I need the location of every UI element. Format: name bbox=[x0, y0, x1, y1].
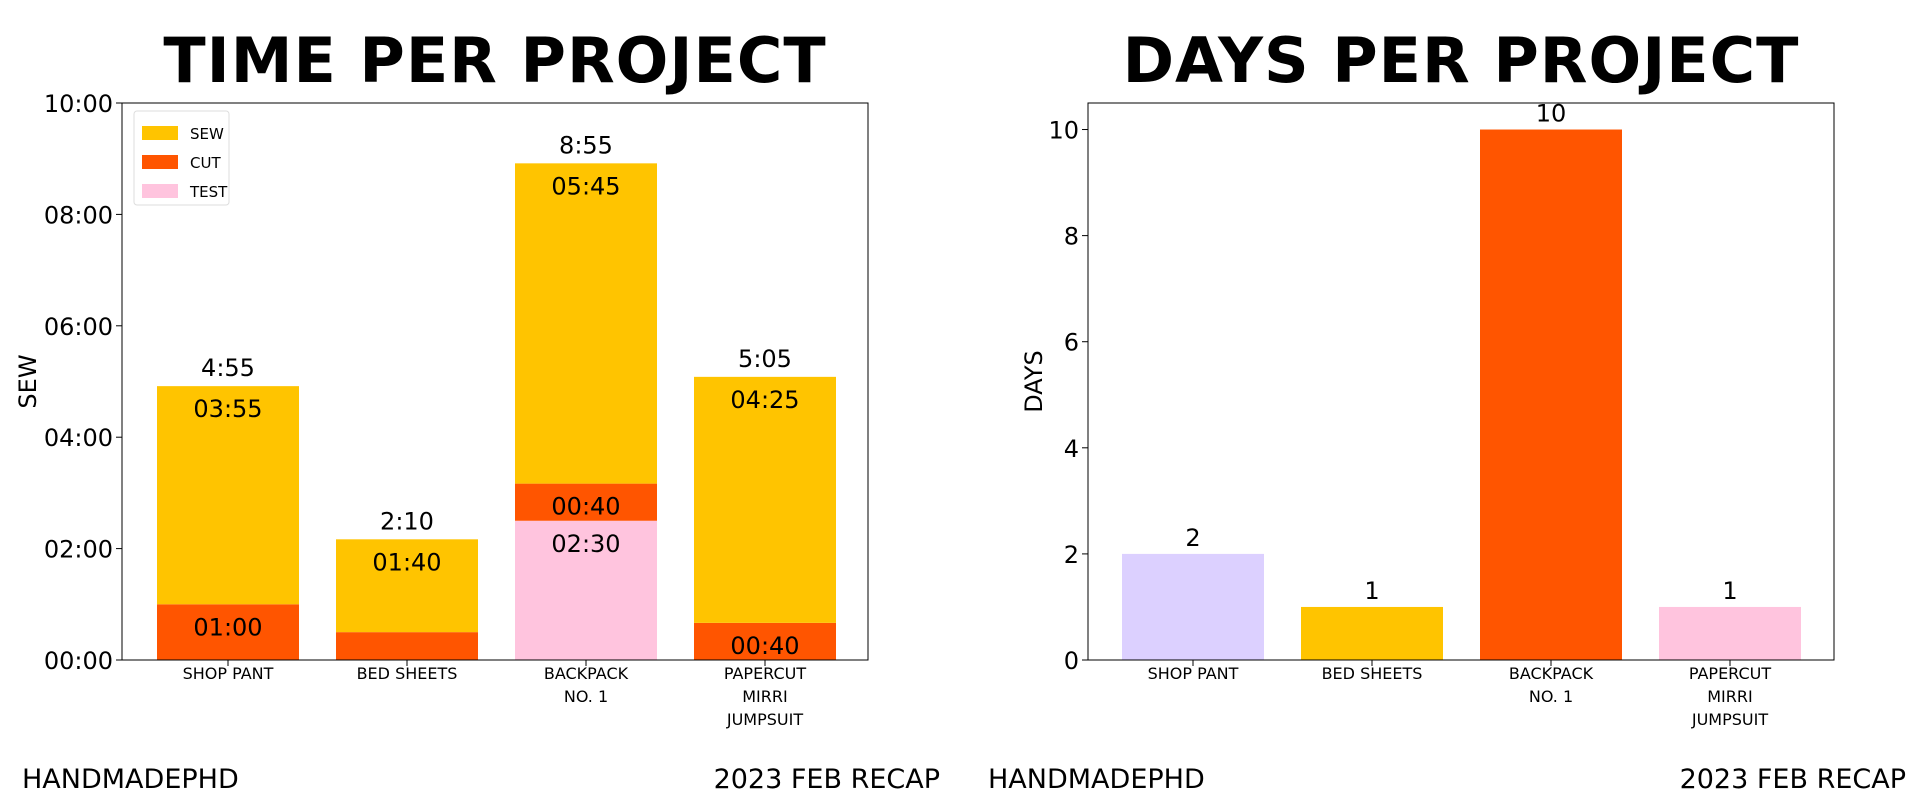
x-tick-label: JUMPSUIT bbox=[1691, 710, 1768, 729]
x-tick-label: JUMPSUIT bbox=[726, 710, 803, 729]
time-per-project-chart: TIME PER PROJECT SEW 01:00 03:55 4:55 01:40 2:… bbox=[14, 24, 869, 729]
bar-value-label: 10 bbox=[1536, 100, 1567, 128]
bar-value-label: 1 bbox=[1364, 577, 1379, 605]
y-tick-label: 06:00 bbox=[44, 313, 113, 341]
x-tick-label: BACKPACK bbox=[544, 664, 629, 683]
footer-recap-text: 2023 FEB RECAP bbox=[714, 764, 940, 795]
footer-left-panel: HANDMADEPHD 2023 FEB RECAP bbox=[22, 764, 940, 795]
bar-total-label: 8:55 bbox=[559, 131, 613, 159]
footer-credit-text: HANDMADEPHD bbox=[22, 764, 239, 795]
bar-value-label: 1 bbox=[1722, 577, 1737, 605]
plot-frame bbox=[1087, 102, 1835, 661]
x-tick-label: SHOP PANT bbox=[1148, 664, 1239, 683]
bar-segment-test bbox=[515, 520, 657, 660]
y-tick-label: 8 bbox=[1064, 223, 1079, 251]
y-tick-label: 10 bbox=[1048, 117, 1079, 145]
bar-total-label: 2:10 bbox=[380, 507, 434, 535]
segment-value-label: 03:55 bbox=[193, 395, 262, 423]
bar-segment-cut bbox=[336, 632, 478, 660]
y-tick-label: 6 bbox=[1064, 329, 1079, 357]
plot-frame bbox=[121, 102, 869, 661]
bar-segment-cut bbox=[157, 604, 299, 660]
x-tick-label: MIRRI bbox=[742, 687, 787, 706]
x-tick-label: BED SHEETS bbox=[357, 664, 458, 683]
segment-value-label: 05:45 bbox=[551, 172, 620, 200]
legend-swatch bbox=[142, 155, 178, 169]
bar-total-label: 5:05 bbox=[738, 345, 792, 373]
y-axis-label: SEW bbox=[14, 354, 42, 408]
x-tick-label: BACKPACK bbox=[1509, 664, 1594, 683]
legend-label: SEW bbox=[190, 125, 224, 143]
bar-total-label: 4:55 bbox=[201, 354, 255, 382]
x-tick-label: BED SHEETS bbox=[1322, 664, 1423, 683]
y-tick-label: 10:00 bbox=[44, 90, 113, 118]
segment-value-label: 00:40 bbox=[730, 632, 799, 660]
y-tick-label: 4 bbox=[1064, 435, 1079, 463]
bar-segment-cut bbox=[515, 483, 657, 521]
bar-segment-sew bbox=[157, 386, 299, 605]
legend-swatch bbox=[142, 184, 178, 198]
segment-value-label: 01:40 bbox=[372, 548, 441, 576]
bar bbox=[1301, 606, 1443, 660]
bar bbox=[1659, 606, 1801, 660]
y-tick-label: 00:00 bbox=[44, 647, 113, 675]
footer-right-panel: HANDMADEPHD 2023 FEB RECAP bbox=[988, 764, 1906, 795]
bar-segment-cut bbox=[694, 622, 836, 660]
x-tick-label: NO. 1 bbox=[564, 687, 608, 706]
segment-value-label: 01:00 bbox=[193, 613, 262, 641]
bar-segment-sew bbox=[694, 376, 836, 623]
y-tick-label: 0 bbox=[1064, 647, 1079, 675]
x-tick-label: PAPERCUT bbox=[1689, 664, 1772, 683]
bar-segment-sew bbox=[515, 163, 657, 484]
x-tick-label: PAPERCUT bbox=[724, 664, 807, 683]
legend-label: CUT bbox=[190, 154, 221, 172]
y-axis-label: DAYS bbox=[1020, 350, 1048, 413]
x-tick-label: SHOP PANT bbox=[183, 664, 274, 683]
chart-title: TIME PER PROJECT bbox=[163, 24, 826, 97]
bar bbox=[1480, 129, 1622, 660]
y-tick-label: 04:00 bbox=[44, 424, 113, 452]
y-tick-label: 2 bbox=[1064, 541, 1079, 569]
y-tick-label: 02:00 bbox=[44, 536, 113, 564]
chart-title: DAYS PER PROJECT bbox=[1123, 24, 1800, 97]
bar-segment-sew bbox=[336, 539, 478, 633]
x-tick-label: NO. 1 bbox=[1529, 687, 1573, 706]
legend-swatch bbox=[142, 126, 178, 140]
footer-credit-text: HANDMADEPHD bbox=[988, 764, 1205, 795]
bar-value-label: 2 bbox=[1185, 524, 1200, 552]
legend-label: TEST bbox=[189, 183, 228, 201]
segment-value-label: 00:40 bbox=[551, 493, 620, 521]
x-tick-label: MIRRI bbox=[1707, 687, 1752, 706]
bar bbox=[1122, 553, 1264, 660]
segment-value-label: 04:25 bbox=[730, 386, 799, 414]
segment-value-label: 02:30 bbox=[551, 530, 620, 558]
y-tick-label: 08:00 bbox=[44, 201, 113, 229]
footer-recap-text: 2023 FEB RECAP bbox=[1680, 764, 1906, 795]
